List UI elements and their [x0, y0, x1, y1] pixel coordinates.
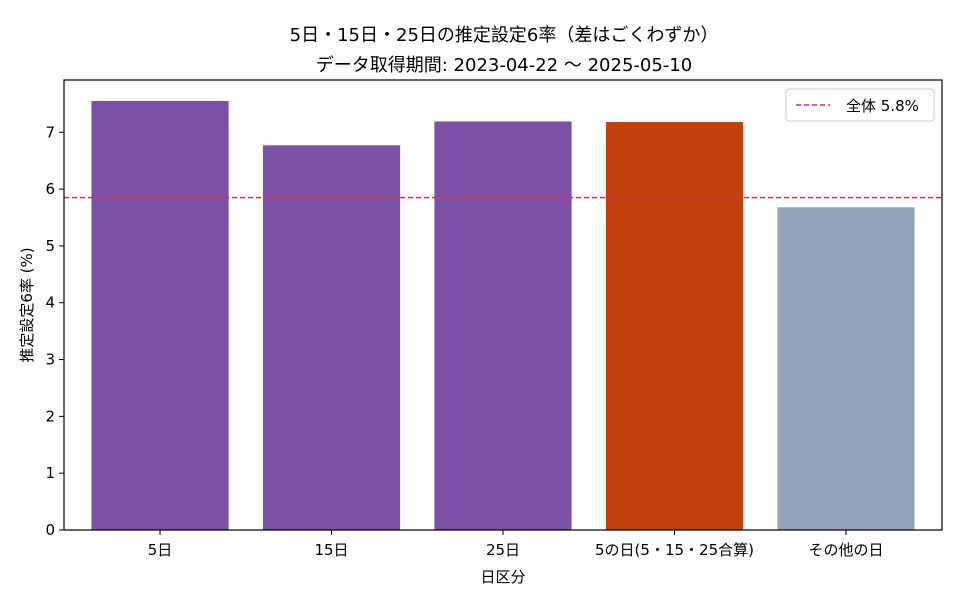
bar: [91, 101, 229, 530]
legend-label: 全体 5.8%: [846, 97, 919, 115]
x-tick-label: 15日: [314, 541, 348, 559]
y-axis-label: 推定設定6率 (%): [18, 247, 36, 362]
bar-series: [91, 101, 915, 531]
bar: [262, 145, 401, 530]
chart-subtitle: データ取得期間: 2023-04-22 〜 2025-05-10: [316, 55, 692, 76]
y-tick-label: 5: [45, 237, 55, 255]
bar: [605, 122, 744, 530]
x-axis: 5日 15日 25日 5の日(5・15・25合算) その他の日: [148, 530, 883, 559]
chart-title: 5日・15日・25日の推定設定6率（差はごくわずか）: [290, 25, 719, 46]
bar: [777, 207, 915, 531]
bar: [434, 121, 572, 531]
y-tick-label: 4: [45, 294, 55, 312]
y-tick-label: 3: [45, 351, 55, 369]
x-tick-label: 25日: [486, 541, 520, 559]
x-tick-label: その他の日: [808, 541, 883, 559]
y-tick-label: 6: [45, 180, 55, 198]
y-axis: 0 1 2 3 4 5 6 7: [45, 123, 64, 539]
x-tick-label: 5の日(5・15・25合算): [595, 541, 754, 559]
y-tick-label: 7: [45, 123, 55, 141]
y-tick-label: 2: [45, 407, 55, 425]
y-tick-label: 0: [45, 521, 55, 539]
x-axis-label: 日区分: [480, 568, 525, 586]
x-tick-label: 5日: [148, 541, 173, 559]
plot-frame: [63, 79, 943, 531]
legend-box: [785, 88, 935, 122]
y-tick-label: 1: [45, 464, 55, 482]
legend: 全体 5.8%: [785, 88, 935, 122]
